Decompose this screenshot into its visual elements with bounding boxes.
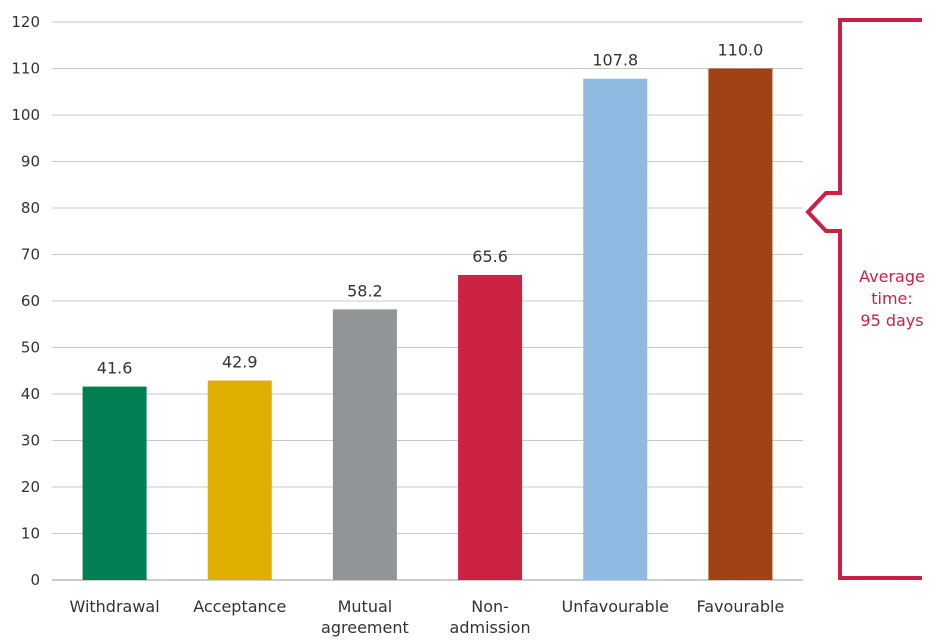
average-bracket xyxy=(805,18,922,580)
y-tick-label: 40 xyxy=(21,385,40,403)
x-tick-label: Favourable xyxy=(697,597,785,616)
y-tick-label: 80 xyxy=(21,199,40,217)
data-label: 42.9 xyxy=(222,353,258,372)
data-label: 65.6 xyxy=(472,247,508,266)
value-labels: 41.6 42.9 58.2 65.6 107.8 110.0 xyxy=(97,41,764,378)
y-tick-label: 20 xyxy=(21,478,40,496)
y-tick-label: 90 xyxy=(21,153,40,171)
data-label: 110.0 xyxy=(718,41,764,60)
y-tick-label: 50 xyxy=(21,339,40,357)
x-tick-label: Withdrawal xyxy=(69,597,159,616)
y-tick-label: 120 xyxy=(11,13,40,31)
y-axis: 0 10 20 30 40 50 60 70 80 90 100 110 120 xyxy=(11,13,803,589)
x-axis: Withdrawal Acceptance Mutual agreement Non-a… xyxy=(69,597,784,637)
bar xyxy=(82,386,147,580)
y-tick-label: 70 xyxy=(21,246,40,264)
y-tick-label: 30 xyxy=(21,432,40,450)
x-tick-label: Mutual xyxy=(338,597,393,616)
bar xyxy=(708,68,773,580)
x-tick-label: Non- xyxy=(471,597,509,616)
x-tick-label: admission xyxy=(450,618,531,637)
average-note-line: 95 days xyxy=(860,311,923,330)
average-note: Average time: 95 days xyxy=(859,267,925,330)
bars xyxy=(82,68,773,580)
y-tick-label: 100 xyxy=(11,106,40,124)
data-label: 107.8 xyxy=(592,51,638,70)
gridlines xyxy=(52,21,803,534)
bar xyxy=(207,380,272,580)
average-note-line: time: xyxy=(871,289,913,308)
y-tick-label: 0 xyxy=(30,571,40,589)
average-note-line: Average xyxy=(859,267,925,286)
bar xyxy=(583,78,648,580)
y-tick-label: 110 xyxy=(11,60,40,78)
data-label: 41.6 xyxy=(97,359,133,378)
x-tick-label: agreement xyxy=(321,618,409,637)
x-tick-label: Acceptance xyxy=(193,597,286,616)
y-tick-label: 10 xyxy=(21,525,40,543)
y-tick-label: 60 xyxy=(21,292,40,310)
bar xyxy=(332,309,397,580)
average-annotation: Average time: 95 days xyxy=(805,18,925,580)
data-label: 58.2 xyxy=(347,281,383,300)
x-tick-label: Unfavourable xyxy=(561,597,669,616)
bar xyxy=(458,274,523,580)
